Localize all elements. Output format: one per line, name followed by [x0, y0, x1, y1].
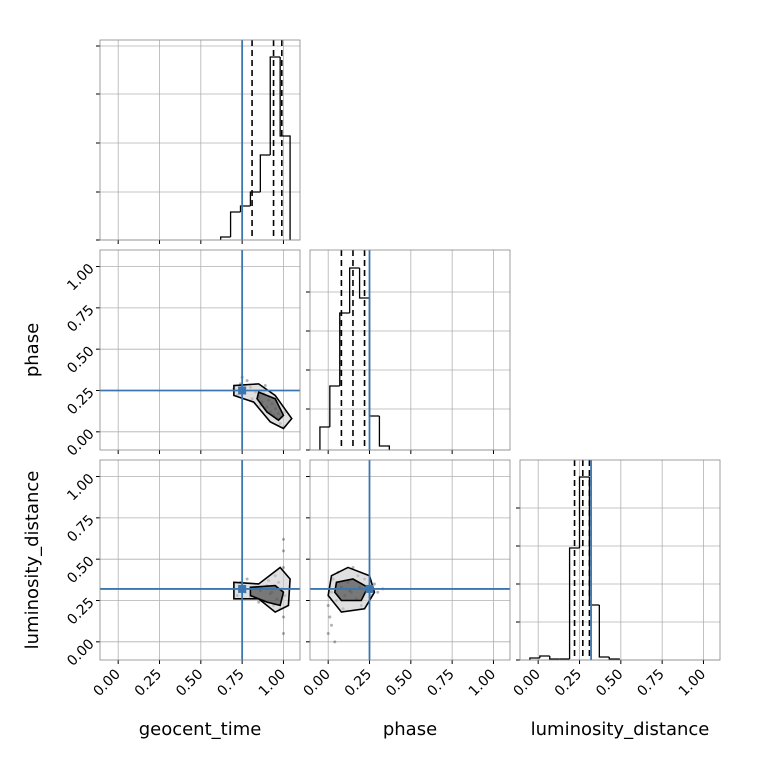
histogram-step	[329, 385, 340, 427]
x-tick-label: 0.25	[342, 666, 375, 699]
x-tick-label: 0.75	[424, 666, 457, 699]
y-tick-label: 0.75	[64, 302, 97, 335]
x-tick-label: 0.50	[593, 666, 626, 699]
panel-frame	[99, 459, 301, 661]
y-tick-label: 1.00	[64, 261, 97, 294]
x-tick-label: 0.00	[510, 666, 543, 699]
panel-frame	[99, 39, 301, 241]
contour	[249, 584, 285, 607]
histogram-step	[368, 298, 380, 417]
histogram-step	[229, 211, 241, 237]
x-tick-label: 0.75	[634, 666, 667, 699]
histogram-step	[608, 657, 620, 660]
sample-point	[245, 577, 249, 581]
sample-point	[281, 537, 285, 541]
y-tick-label: 0.50	[64, 344, 97, 377]
x-tick-label: 1.00	[466, 666, 499, 699]
sample-point	[281, 615, 285, 619]
sample-point	[333, 640, 337, 644]
y-tick-label: 0.00	[64, 426, 97, 459]
histogram-step	[339, 312, 350, 386]
x-axis-label: luminosity_distance	[531, 719, 710, 740]
histogram-step	[549, 656, 560, 660]
y-tick-label: 1.00	[64, 471, 97, 504]
sample-point	[281, 549, 285, 553]
sample-point	[328, 615, 332, 619]
histogram-step	[529, 657, 540, 660]
y-tick-label: 0.75	[64, 512, 97, 545]
panel-frame	[309, 459, 511, 661]
histogram-step	[568, 547, 580, 659]
histogram-step	[279, 57, 291, 240]
panel-frame	[309, 249, 511, 451]
sample-point	[351, 565, 355, 569]
x-tick-label: 0.00	[90, 666, 123, 699]
x-tick-label: 0.00	[300, 666, 333, 699]
x-tick-label: 1.00	[676, 666, 709, 699]
histogram-step	[598, 605, 610, 658]
x-axis-label: phase	[383, 719, 437, 740]
sample-point	[329, 623, 333, 627]
histogram-step	[259, 154, 271, 192]
x-tick-label: 1.00	[256, 666, 289, 699]
x-axis-label: geocent_time	[139, 719, 262, 740]
sample-point	[281, 565, 285, 569]
truth-marker	[238, 386, 247, 395]
y-axis-label: phase	[22, 323, 43, 377]
panel-frame	[99, 249, 301, 451]
histogram-step	[578, 476, 590, 548]
histogram-step	[539, 655, 550, 658]
sample-point	[245, 379, 249, 383]
histogram-step	[220, 236, 231, 240]
histogram-step	[249, 191, 261, 206]
histogram-step	[269, 56, 281, 155]
sample-point	[257, 600, 261, 604]
x-tick-label: 0.75	[214, 666, 247, 699]
panel-frame	[519, 459, 721, 661]
x-tick-label: 0.25	[132, 666, 165, 699]
contour	[256, 391, 285, 422]
sample-point	[281, 632, 285, 636]
histogram-step	[319, 426, 330, 450]
y-axis-label: luminosity_distance	[22, 471, 43, 650]
sample-point	[263, 384, 267, 388]
y-tick-label: 0.50	[64, 554, 97, 587]
y-tick-label: 0.25	[64, 595, 97, 628]
histogram-step	[349, 267, 360, 313]
x-tick-label: 0.25	[552, 666, 585, 699]
histogram-step	[239, 205, 251, 212]
truth-marker	[238, 584, 247, 593]
sample-point	[326, 603, 330, 607]
histogram-step	[358, 268, 370, 299]
x-tick-label: 0.50	[383, 666, 416, 699]
y-tick-label: 0.25	[64, 385, 97, 418]
histogram-step	[378, 416, 390, 450]
y-tick-label: 0.00	[64, 636, 97, 669]
sample-point	[372, 582, 376, 586]
truth-marker	[365, 584, 374, 593]
sample-point	[376, 590, 380, 594]
sample-point	[326, 632, 330, 636]
x-tick-label: 0.50	[173, 666, 206, 699]
